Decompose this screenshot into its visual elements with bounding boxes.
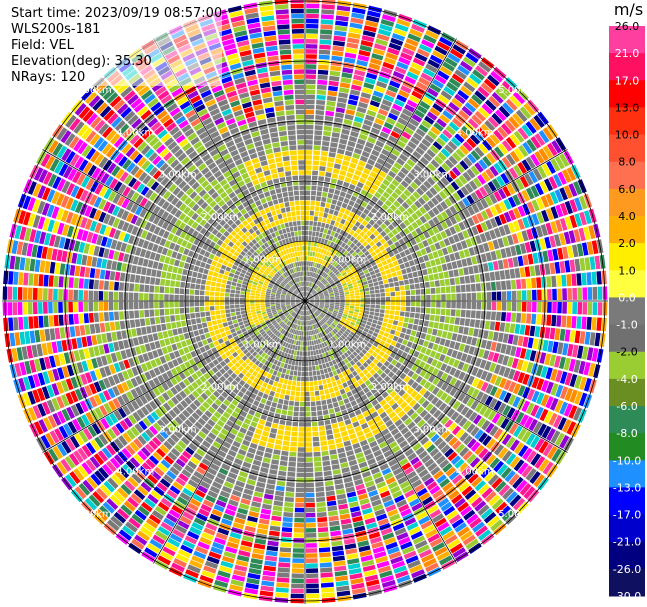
range-ring-label: 3.00km (413, 424, 451, 435)
colorbar-segment (609, 80, 645, 108)
colorbar-segment (609, 514, 645, 543)
range-ring-label: 1.00km (328, 255, 366, 266)
colorbar-segment (609, 378, 645, 407)
colorbar-segment (609, 188, 645, 217)
colorbar-tick-label: 2.0 (618, 237, 636, 250)
colorbar-tick-label: -2.0 (616, 346, 637, 359)
ppi-scan: 1.00km 1.00km 1.00km 1.00km 2.00km 2.00km 2.00… (2, 0, 608, 604)
colorbar-segment (609, 487, 645, 515)
colorbar-tick-label: -26.0 (613, 563, 641, 576)
range-rings (2, 0, 608, 604)
colorbar-tick-label: 0.0 (618, 291, 636, 304)
range-ring-label: 5.00km (498, 509, 536, 520)
colorbar-tick-label: 6.0 (618, 183, 636, 196)
colorbar-tick-label: -21.0 (613, 536, 641, 549)
colorbar-tick-label: 26.0 (615, 20, 640, 33)
field-text: Field: VEL (11, 38, 223, 54)
radar-gates (2, 0, 608, 604)
range-ring-label: 5.00km (74, 85, 112, 96)
range-ring-label: 3.00km (159, 424, 197, 435)
colorbar-segment (609, 541, 645, 570)
colorbar-tick-label: -30.0 (613, 590, 641, 603)
colorbar-segment (609, 161, 645, 190)
range-ring-label: 2.00km (201, 382, 239, 393)
colorbar-segment (609, 297, 645, 325)
colorbar-segment (609, 243, 645, 271)
azimuth-spoke (304, 38, 457, 302)
range-ring-label: 2.00km (371, 212, 409, 223)
colorbar-tick-label: 8.0 (618, 156, 636, 169)
colorbar-segment (609, 216, 645, 244)
site-name-text: WLS200s-181 (11, 22, 223, 38)
colorbar-tick-label: 1.0 (618, 264, 636, 277)
colorbar-tick-label: -10.0 (613, 454, 641, 467)
colorbar-segment (609, 406, 645, 434)
range-ring-label: 2.00km (371, 382, 409, 393)
colorbar-tick-label: -8.0 (616, 427, 637, 440)
range-ring-label: 5.00km (74, 509, 112, 520)
colorbar-tick-label: -17.0 (613, 509, 641, 522)
colorbar-segment (609, 351, 645, 380)
range-ring-label: 4.00km (116, 127, 154, 138)
colorbar-tick-label: 4.0 (618, 210, 636, 223)
azimuth-spoke (42, 149, 306, 302)
azimuth-spoke (304, 300, 568, 453)
range-ring-label: 3.00km (413, 170, 451, 181)
colorbar-tick-label: 17.0 (615, 74, 640, 87)
range-ring-label: 4.00km (456, 467, 494, 478)
range-ring-label: 1.00km (244, 255, 282, 266)
range-ring-label: 1.00km (244, 339, 282, 350)
nrays-text: NRays: 120 (11, 70, 223, 86)
azimuth-spoke (304, 149, 568, 302)
range-labels: 1.00km 1.00km 1.00km 1.00km 2.00km 2.00km 2.00… (74, 85, 536, 520)
colorbar-segment (609, 107, 645, 135)
range-ring-label: 5.00km (498, 85, 536, 96)
range-ring-label: 2.00km (201, 212, 239, 223)
colorbar-unit: m/s (613, 0, 644, 19)
azimuth-spoke (42, 300, 306, 453)
range-ring-label: 4.00km (456, 127, 494, 138)
range-ring-label: 4.00km (116, 467, 154, 478)
colorbar-tick-label: -13.0 (613, 481, 641, 494)
colorbar-segment (609, 324, 645, 353)
colorbar-segment (609, 134, 645, 163)
colorbar-segment (609, 460, 645, 488)
colorbar-tick-label: -4.0 (616, 373, 637, 386)
colorbar-segment (609, 433, 645, 461)
colorbar-tick-label: -6.0 (616, 400, 637, 413)
range-ring-label: 3.00km (159, 170, 197, 181)
azimuth-spoke (153, 300, 306, 564)
range-ring-label: 1.00km (328, 339, 366, 350)
colorbar-segment (609, 568, 645, 597)
colorbar-segment (609, 53, 645, 81)
colorbar-segment (609, 270, 645, 298)
azimuth-spoke (304, 300, 457, 564)
colorbar-tick-label: 13.0 (615, 101, 640, 114)
colorbar-tick-label: 10.0 (615, 129, 640, 142)
colorbar-segment (609, 26, 645, 54)
scan-info-panel: Start time: 2023/09/19 08:57:00 WLS200s-… (11, 6, 223, 86)
colorbar-tick-label: 21.0 (615, 47, 640, 60)
start-time-text: Start time: 2023/09/19 08:57:00 (11, 6, 223, 22)
velocity-colorbar: 26.0 21.0 17.0 13.0 10.0 8.0 6.0 4.0 2.0 1.0 0.0 -1… (609, 20, 645, 603)
colorbar-tick-label: -1.0 (616, 319, 637, 332)
elevation-text: Elevation(deg): 35.30 (11, 54, 223, 70)
